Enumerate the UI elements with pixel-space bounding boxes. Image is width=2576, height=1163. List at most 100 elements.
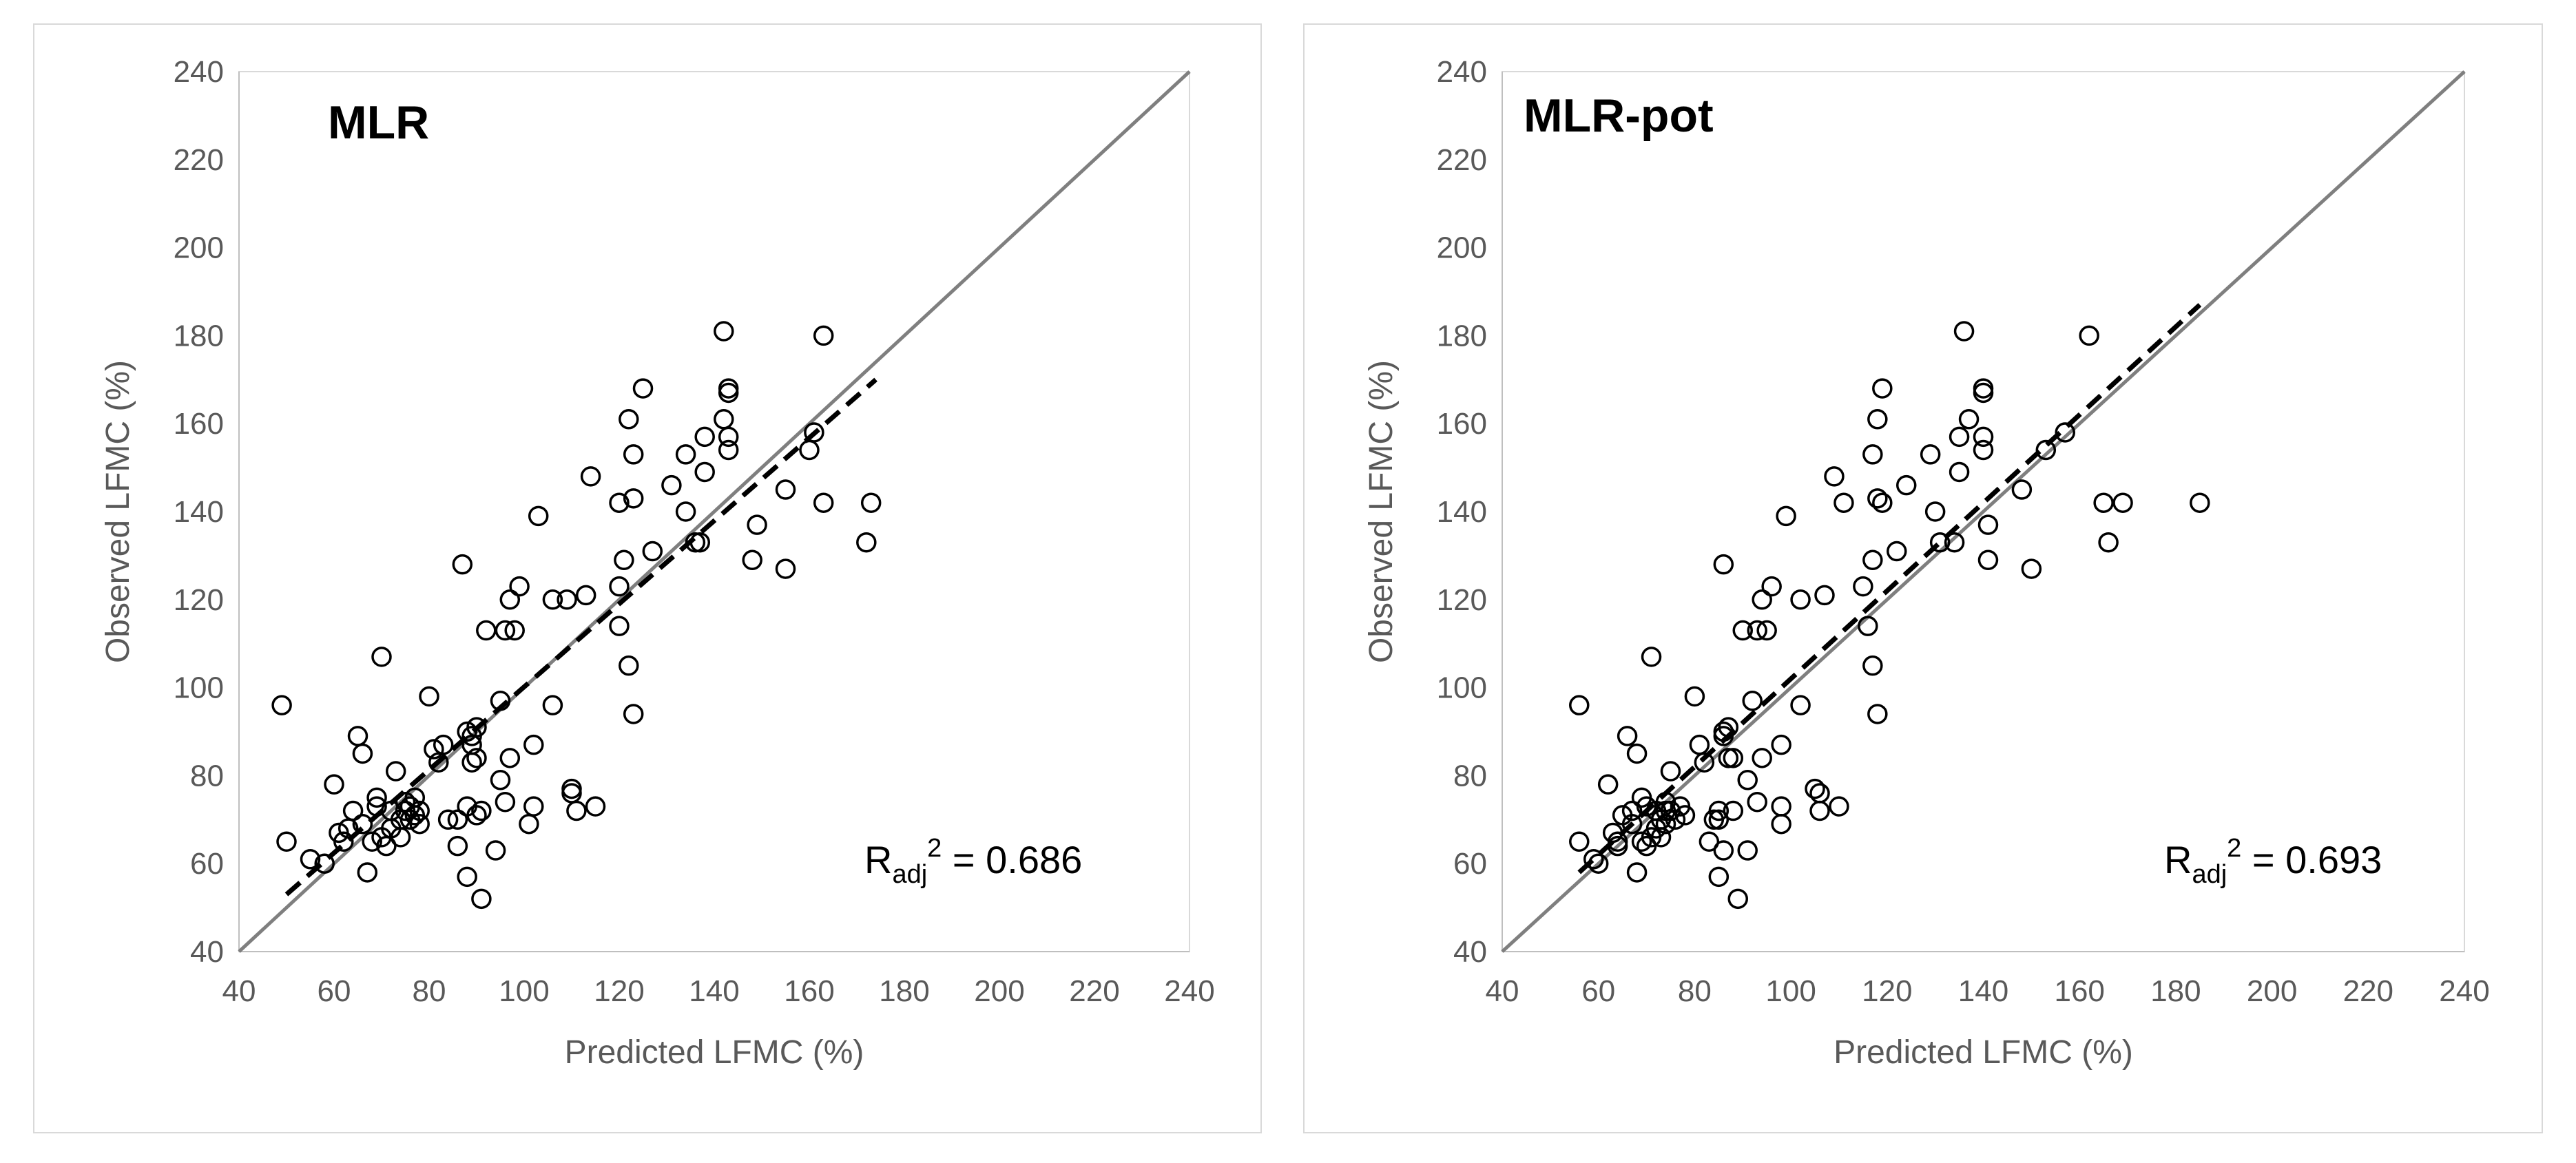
data-point — [1626, 743, 1648, 764]
data-point — [1977, 514, 1999, 535]
data-point — [1756, 620, 1777, 641]
data-point — [466, 717, 487, 737]
data-point — [580, 466, 601, 487]
data-point — [1761, 576, 1782, 597]
data-point — [1776, 505, 1796, 527]
data-point — [1747, 620, 1767, 641]
x-tick-label: 100 — [1765, 974, 1816, 1008]
data-point — [371, 647, 392, 667]
data-point — [2098, 532, 2119, 553]
data-point — [642, 541, 663, 562]
data-point — [1718, 748, 1739, 768]
x-tick-label: 140 — [689, 974, 739, 1008]
data-point — [623, 488, 644, 509]
data-point — [1732, 620, 1753, 641]
data-point — [1569, 831, 1590, 852]
y-tick-label: 200 — [174, 231, 224, 265]
data-point — [352, 813, 373, 835]
data-point — [409, 800, 430, 821]
data-point — [1862, 655, 1883, 676]
data-point — [1824, 466, 1845, 487]
data-point — [300, 849, 321, 870]
data-point — [357, 862, 378, 883]
data-point — [609, 576, 630, 597]
x-tick-label: 100 — [499, 974, 549, 1008]
data-point — [856, 532, 877, 553]
data-point — [1973, 378, 1994, 399]
data-point — [1867, 488, 1888, 509]
y-tick-label: 140 — [1437, 495, 1487, 529]
y-tick-label: 80 — [190, 759, 224, 793]
data-point — [495, 620, 516, 641]
data-point — [1853, 576, 1873, 597]
data-point — [575, 585, 596, 606]
data-point — [1872, 378, 1893, 399]
x-tick-label: 80 — [1678, 974, 1712, 1008]
x-tick-label: 140 — [1958, 974, 2008, 1008]
data-point — [747, 514, 767, 535]
data-point — [519, 813, 539, 835]
data-point — [2035, 439, 2057, 461]
r-value: = 0.693 — [2241, 838, 2382, 881]
data-point — [1949, 461, 1970, 483]
data-point — [447, 835, 468, 857]
r-superscript: 2 — [2227, 834, 2241, 863]
data-point — [1641, 647, 1662, 667]
y-tick-label: 100 — [174, 671, 224, 705]
data-point — [1607, 835, 1628, 857]
data-point — [390, 827, 411, 848]
data-point — [1708, 866, 1730, 888]
y-tick-label: 180 — [174, 319, 224, 353]
data-point — [1771, 734, 1791, 755]
x-tick-label: 240 — [1164, 974, 1214, 1008]
data-point — [1805, 778, 1825, 799]
data-point — [1737, 840, 1758, 861]
data-point — [347, 726, 368, 746]
data-point — [457, 866, 477, 888]
data-point — [2079, 325, 2099, 346]
x-tick-label: 200 — [974, 974, 1024, 1008]
data-point — [385, 761, 406, 782]
data-point — [1636, 796, 1657, 817]
x-tick-label: 220 — [1069, 974, 1119, 1008]
data-point — [561, 778, 582, 799]
data-point — [1872, 492, 1893, 513]
data-point — [1771, 796, 1791, 817]
data-point — [813, 492, 834, 513]
data-point — [1674, 805, 1696, 826]
r-value: = 0.686 — [942, 838, 1082, 881]
data-point — [433, 734, 454, 755]
data-point — [1814, 585, 1835, 606]
data-point — [466, 748, 487, 768]
data-point — [1718, 717, 1739, 737]
data-point — [1920, 444, 1941, 465]
data-point — [1588, 853, 1609, 874]
data-point — [362, 831, 382, 852]
data-point — [1747, 791, 1767, 813]
data-point — [2055, 422, 2075, 443]
data-point — [718, 426, 739, 448]
chart-title: MLR — [328, 96, 429, 149]
data-point — [1621, 800, 1643, 821]
data-point — [714, 409, 734, 430]
data-point — [566, 800, 587, 821]
data-point — [314, 853, 335, 874]
y-tick-label: 60 — [190, 847, 224, 881]
data-point — [1949, 426, 1970, 448]
y-tick-label: 240 — [174, 55, 224, 89]
data-point — [1790, 589, 1811, 610]
x-axis-title: Predicted LFMC (%) — [565, 1034, 864, 1071]
data-point — [1895, 474, 1917, 496]
x-tick-label: 240 — [2439, 974, 2489, 1008]
data-point — [342, 800, 364, 821]
data-point — [352, 743, 373, 764]
data-point — [557, 589, 577, 610]
one-to-one-line — [1501, 70, 2466, 953]
data-point — [714, 321, 734, 342]
data-point — [452, 554, 473, 575]
data-point — [1829, 796, 1849, 817]
data-point — [609, 616, 630, 636]
r-symbol: R — [864, 838, 892, 881]
data-point — [561, 783, 582, 804]
scatter-chart-mlr: 40 40 60 60 80 80 100 100 120 120 140 140 160 160 180 1… — [100, 55, 1215, 1071]
